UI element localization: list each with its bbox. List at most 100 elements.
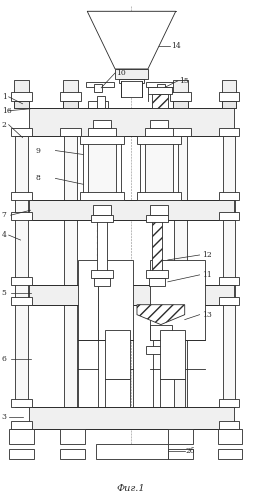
- Bar: [119, 79, 144, 83]
- Bar: [219, 399, 239, 407]
- Bar: [221, 101, 236, 108]
- Text: 14: 14: [171, 42, 180, 50]
- Bar: [219, 212, 239, 220]
- Bar: [219, 92, 239, 101]
- Bar: [170, 128, 191, 136]
- Bar: [93, 205, 111, 215]
- Bar: [137, 136, 181, 143]
- Bar: [97, 220, 107, 278]
- Text: 10: 10: [116, 69, 126, 77]
- Polygon shape: [87, 12, 176, 69]
- Bar: [88, 128, 116, 136]
- Text: Фиг.1: Фиг.1: [117, 484, 145, 493]
- Bar: [97, 96, 105, 108]
- Polygon shape: [137, 304, 185, 324]
- Bar: [91, 215, 113, 222]
- Text: 11: 11: [202, 271, 211, 279]
- Text: 2б: 2б: [186, 447, 195, 455]
- Bar: [11, 92, 32, 101]
- Text: 15: 15: [179, 77, 189, 85]
- Bar: [14, 101, 29, 108]
- Bar: [96, 444, 168, 459]
- Bar: [94, 84, 102, 92]
- Bar: [218, 449, 242, 459]
- Bar: [14, 80, 29, 108]
- Bar: [173, 80, 188, 108]
- Bar: [150, 120, 168, 128]
- Text: 9: 9: [36, 146, 41, 154]
- Bar: [168, 449, 193, 459]
- Bar: [137, 192, 181, 200]
- Bar: [9, 429, 33, 444]
- Bar: [150, 260, 205, 340]
- Bar: [218, 429, 242, 444]
- Bar: [148, 87, 172, 94]
- Bar: [11, 297, 32, 304]
- Bar: [88, 136, 116, 196]
- Bar: [219, 421, 239, 429]
- Bar: [29, 200, 234, 220]
- Bar: [11, 128, 32, 136]
- Bar: [60, 128, 81, 136]
- Text: 12: 12: [202, 251, 211, 259]
- Bar: [80, 192, 124, 200]
- Text: 6: 6: [2, 356, 7, 364]
- Bar: [11, 192, 32, 200]
- Bar: [150, 205, 168, 215]
- Bar: [9, 449, 33, 459]
- Bar: [219, 277, 239, 285]
- Text: 3: 3: [2, 413, 7, 421]
- Text: 8: 8: [36, 174, 41, 182]
- Text: 2: 2: [2, 120, 7, 128]
- Bar: [80, 136, 124, 143]
- Bar: [145, 128, 173, 136]
- Bar: [63, 101, 78, 108]
- Bar: [145, 136, 173, 196]
- Bar: [78, 260, 98, 340]
- Bar: [160, 330, 185, 380]
- Bar: [219, 128, 239, 136]
- Bar: [146, 270, 168, 278]
- Bar: [63, 80, 78, 108]
- Bar: [29, 108, 234, 136]
- Bar: [170, 92, 191, 101]
- Bar: [93, 120, 111, 128]
- Bar: [174, 136, 187, 407]
- Bar: [86, 82, 114, 87]
- Bar: [152, 220, 162, 278]
- Bar: [60, 429, 85, 444]
- Bar: [168, 429, 193, 444]
- Bar: [219, 297, 239, 304]
- Bar: [94, 278, 110, 286]
- Text: 13: 13: [202, 310, 211, 318]
- Bar: [11, 399, 32, 407]
- Text: 4: 4: [2, 231, 7, 239]
- Bar: [173, 101, 188, 108]
- Bar: [146, 82, 176, 87]
- Bar: [29, 285, 234, 304]
- Text: 1: 1: [2, 93, 7, 101]
- Bar: [83, 136, 121, 200]
- Bar: [221, 80, 236, 108]
- Bar: [219, 192, 239, 200]
- Bar: [157, 84, 165, 92]
- Bar: [121, 81, 142, 97]
- Bar: [29, 407, 234, 429]
- Bar: [105, 330, 130, 380]
- Bar: [91, 270, 113, 278]
- Bar: [15, 136, 28, 407]
- Bar: [146, 215, 168, 222]
- Bar: [149, 278, 165, 286]
- Text: 16: 16: [2, 106, 11, 114]
- Bar: [115, 69, 148, 79]
- Bar: [60, 449, 85, 459]
- Bar: [146, 346, 176, 354]
- Bar: [140, 136, 178, 200]
- Bar: [64, 136, 77, 407]
- Bar: [11, 421, 32, 429]
- Bar: [152, 94, 168, 108]
- Text: 7: 7: [2, 211, 7, 219]
- Bar: [60, 92, 81, 101]
- Bar: [11, 212, 32, 220]
- Bar: [222, 136, 235, 407]
